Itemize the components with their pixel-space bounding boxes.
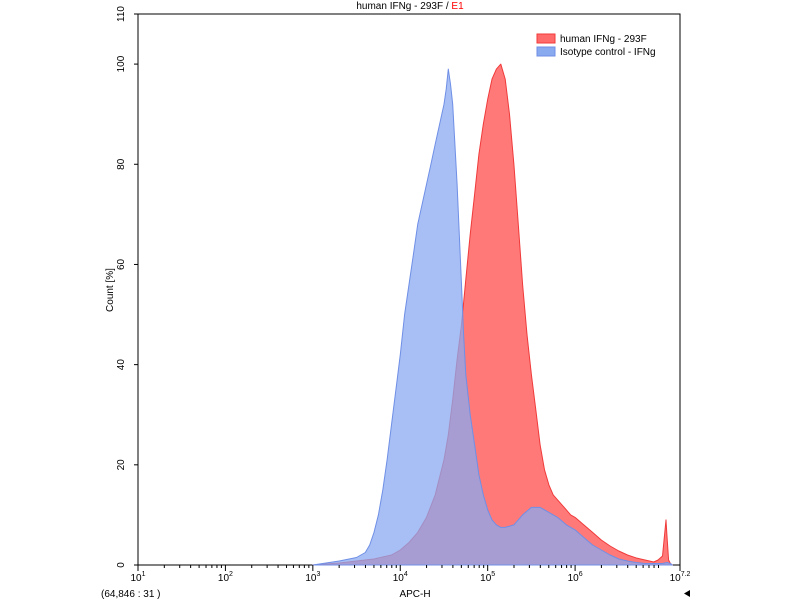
y-tick-label: 40 <box>116 359 127 371</box>
legend-label-human-ifng: human IFNg - 293F <box>560 34 647 45</box>
x-tick-label: 106 <box>568 571 583 584</box>
x-tick-label: 107.2 <box>670 571 691 584</box>
y-tick-label: 80 <box>116 158 127 170</box>
y-tick-label: 110 <box>116 6 127 22</box>
chart-title-prefix: human IFNg - 293F <box>356 1 443 12</box>
x-axis: 101 102 103 104 105 106 107.2 <box>130 565 691 584</box>
chart-title-separator: / <box>446 1 452 12</box>
x-axis-label: APC-H <box>399 589 430 600</box>
y-tick-label: 60 <box>116 258 127 270</box>
x-tick-label: 105 <box>480 571 495 584</box>
series-area-1 <box>312 68 673 566</box>
cursor-readout: (64,846 : 31 ) <box>101 589 160 600</box>
y-axis-label: Count [%] <box>105 268 116 312</box>
y-tick-label: 100 <box>116 55 127 72</box>
legend-swatch-human-ifng <box>536 33 556 44</box>
y-tick-label: 20 <box>116 459 127 471</box>
x-tick-label: 103 <box>305 571 320 584</box>
legend: human IFNg - 293F Isotype control - IFNg <box>536 33 656 58</box>
chart-title-suffix: E1 <box>451 1 464 12</box>
axis-arrow-left-icon[interactable] <box>684 590 690 597</box>
y-axis: 0 20 40 60 80 100 110 <box>116 6 138 568</box>
y-tick-label: 0 <box>116 562 127 568</box>
legend-swatch-isotype-control <box>536 46 556 57</box>
x-tick-label: 101 <box>130 571 145 584</box>
x-tick-label: 104 <box>393 571 408 584</box>
chart-title: human IFNg - 293F / E1 <box>356 1 464 12</box>
x-tick-label: 102 <box>218 571 233 584</box>
legend-label-isotype-control: Isotype control - IFNg <box>560 47 656 58</box>
series-layer <box>312 63 673 566</box>
